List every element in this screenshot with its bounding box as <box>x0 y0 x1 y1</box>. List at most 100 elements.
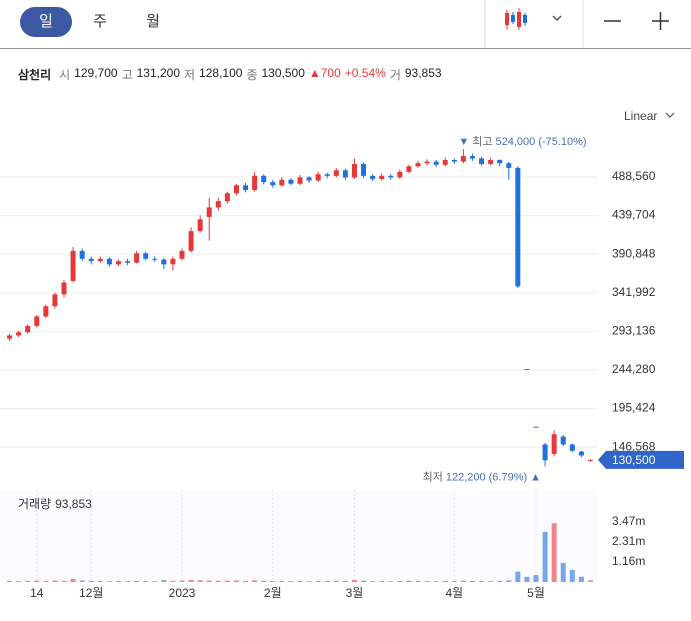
label: 저 <box>184 68 196 82</box>
candle-body <box>424 161 430 164</box>
y-tick-label: 195,424 <box>612 401 656 415</box>
volume-bar <box>79 580 85 582</box>
candle-body <box>415 163 421 167</box>
candle-body <box>88 258 94 262</box>
open: 129,700 <box>74 66 118 80</box>
annotation-label: 최고 <box>472 135 492 148</box>
annotation-label: 최저 <box>423 470 443 483</box>
candle-body <box>206 207 212 217</box>
volume-bar <box>578 576 584 582</box>
volume-panel <box>0 490 598 582</box>
x-tick-label: 2023 <box>169 586 196 600</box>
volume-bar <box>52 580 58 582</box>
volume-bar <box>97 581 103 582</box>
candle-body <box>243 185 249 191</box>
candle-body <box>43 306 49 317</box>
y-tick-label: 439,704 <box>612 208 656 222</box>
candle-body <box>515 167 521 287</box>
candle-body <box>451 160 457 162</box>
zoom-in-button[interactable] <box>652 12 669 30</box>
volume-bar <box>215 580 221 582</box>
volume-bar <box>152 581 158 582</box>
volume-bar <box>587 580 593 582</box>
candle-body <box>270 182 276 186</box>
volume-bar <box>460 580 466 582</box>
annotation-value-label: 122,200 <box>446 471 486 483</box>
candle-body <box>252 175 258 191</box>
volume-bar <box>388 581 394 582</box>
candle-body <box>524 369 530 371</box>
volume-title-value: 93,853 <box>55 497 92 511</box>
volume-bar <box>188 579 194 582</box>
volume-bar <box>270 581 276 582</box>
candle-body <box>569 444 575 451</box>
scale-mode[interactable]: Linear <box>624 109 675 123</box>
volume-bar <box>506 580 512 582</box>
volume-bar <box>479 581 485 582</box>
candle-body <box>170 258 176 265</box>
chart-type-button[interactable] <box>505 8 562 30</box>
chevron <box>665 112 675 118</box>
volume-title: 거래량 93,853 <box>18 497 92 511</box>
candle-body <box>333 170 339 176</box>
change-pct: +0.54% <box>344 66 386 80</box>
volume-bar <box>261 580 267 582</box>
toolbar: 일 주 월 <box>0 0 691 49</box>
volume-bar <box>442 580 448 582</box>
candle-body <box>506 163 512 168</box>
volume-bar <box>297 580 303 582</box>
annotation: 최저 122,200 (6.79%) ▲ <box>423 470 541 483</box>
annotation-marker: ▼ <box>458 136 469 148</box>
candle-body <box>578 451 584 456</box>
volume-bar <box>324 581 330 582</box>
low: 128,100 <box>199 66 243 80</box>
x-tick-label: 3월 <box>346 586 364 600</box>
volume-bar <box>315 580 321 582</box>
candle-body <box>460 156 466 162</box>
candle-body <box>233 185 239 194</box>
y-tick-label: 488,560 <box>612 169 656 183</box>
label: 거 <box>389 68 401 82</box>
candle-body <box>297 177 303 184</box>
candle-body <box>25 325 31 333</box>
volume-bar <box>61 580 67 582</box>
volume-bar <box>397 580 403 582</box>
candle-body <box>551 434 557 454</box>
change: ▲700 <box>308 66 341 80</box>
period-tab[interactable]: 일 <box>20 7 72 37</box>
volume-bar <box>415 580 421 582</box>
volume-bar <box>243 580 249 582</box>
volume-bar <box>533 575 539 582</box>
period-tab[interactable]: 월 <box>146 13 160 30</box>
candle-body <box>61 282 67 295</box>
volume-bar <box>16 581 22 582</box>
period-tab[interactable]: 주 <box>93 13 107 30</box>
candle-body <box>79 250 85 259</box>
candle-body <box>106 258 112 265</box>
volume-bar <box>206 580 212 582</box>
candle-body <box>406 166 412 172</box>
y-tick-label: 244,280 <box>612 362 656 376</box>
candle-body <box>97 258 103 262</box>
candle-body <box>115 261 121 265</box>
candle-body <box>34 316 40 326</box>
candle-body <box>433 161 439 165</box>
candle-body <box>370 175 376 179</box>
volume-bar <box>488 581 494 582</box>
quote-line: 삼천리 시 129,700 고 131,200 저 128,100 종 130,500 … <box>18 66 442 83</box>
candle-body <box>16 332 22 336</box>
volume-bar <box>70 578 76 582</box>
label: 종 <box>246 68 258 82</box>
volume-bar <box>469 580 475 582</box>
candle-body <box>342 170 348 178</box>
close: 130,500 <box>261 66 305 80</box>
volume-bar <box>252 580 258 582</box>
candle-body <box>442 160 448 165</box>
volume-bar <box>179 580 185 582</box>
candle-body <box>351 163 357 178</box>
candle-body <box>224 193 230 202</box>
candle-body <box>533 426 539 428</box>
candle-body <box>134 253 140 263</box>
x-tick-label: 2월 <box>264 586 282 600</box>
